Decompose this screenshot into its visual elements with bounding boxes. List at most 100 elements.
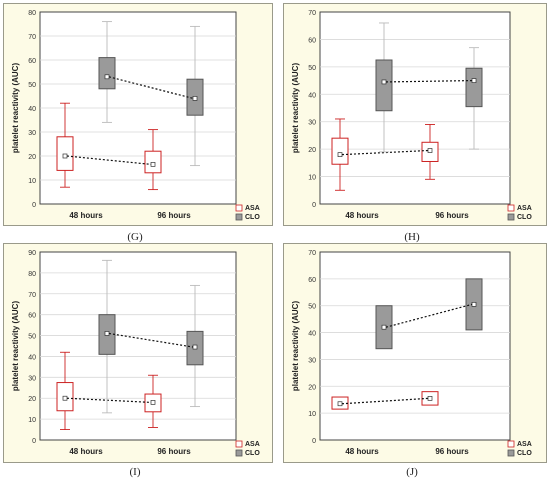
median-marker bbox=[381, 79, 387, 85]
y-tick-label: 20 bbox=[28, 396, 36, 403]
chart-g: 0 10 20 30 40 50 60 70 80 platelet reactivity (AU… bbox=[11, 10, 260, 221]
asa-box bbox=[56, 136, 74, 171]
y-tick-label: 70 bbox=[308, 10, 316, 17]
y-tick-label: 80 bbox=[28, 271, 36, 278]
x-category-label: 96 hours bbox=[435, 211, 469, 220]
y-tick-label: 70 bbox=[308, 250, 316, 257]
legend-swatch bbox=[507, 449, 515, 457]
legend-label: CLO bbox=[517, 450, 532, 457]
y-tick-label: 30 bbox=[28, 130, 36, 137]
y-tick-label: 50 bbox=[28, 82, 36, 89]
median-marker bbox=[471, 78, 477, 83]
legend-swatch bbox=[235, 440, 243, 448]
y-tick-label: 90 bbox=[28, 250, 36, 257]
median-trend-line bbox=[385, 303, 473, 328]
median-marker bbox=[104, 74, 110, 80]
y-tick-label: 10 bbox=[28, 178, 36, 185]
median-marker bbox=[62, 395, 68, 401]
x-category-label: 48 hours bbox=[345, 447, 379, 456]
y-axis-label: platelet reactivity (AUC) bbox=[11, 63, 20, 154]
median-marker bbox=[427, 396, 433, 401]
chart-panel-g: 0 10 20 30 40 50 60 70 80 platelet reactivity (AU… bbox=[3, 3, 273, 226]
y-tick-label: 70 bbox=[28, 34, 36, 41]
y-tick-label: 50 bbox=[28, 334, 36, 341]
median-marker bbox=[150, 400, 156, 405]
median-marker bbox=[104, 331, 110, 336]
y-tick-label: 40 bbox=[308, 92, 316, 99]
y-tick-label: 10 bbox=[308, 175, 316, 182]
y-axis-label: platelet reactivity (AUC) bbox=[291, 63, 300, 154]
y-tick-label: 40 bbox=[308, 331, 316, 338]
y-tick-label: 20 bbox=[308, 384, 316, 391]
y-tick-label: 0 bbox=[32, 438, 36, 445]
median-marker bbox=[381, 324, 387, 330]
y-tick-label: 60 bbox=[308, 37, 316, 44]
clo-box bbox=[375, 59, 393, 112]
x-category-label: 96 hours bbox=[157, 447, 191, 456]
y-tick-label: 60 bbox=[308, 277, 316, 284]
y-tick-label: 30 bbox=[308, 357, 316, 364]
y-tick-label: 70 bbox=[28, 292, 36, 299]
x-category-label: 96 hours bbox=[435, 447, 469, 456]
legend-label: ASA bbox=[517, 441, 532, 448]
y-tick-label: 60 bbox=[28, 58, 36, 65]
plot-frame bbox=[319, 11, 511, 205]
y-tick-label: 0 bbox=[312, 438, 316, 445]
y-tick-label: 20 bbox=[308, 147, 316, 154]
y-tick-label: 80 bbox=[28, 10, 36, 17]
legend-swatch bbox=[507, 204, 515, 212]
legend-label: ASA bbox=[245, 205, 260, 212]
y-tick-label: 30 bbox=[308, 120, 316, 127]
asa-box bbox=[331, 137, 349, 165]
legend-label: CLO bbox=[245, 214, 260, 221]
median-marker bbox=[471, 302, 477, 307]
chart-panel-i: 0 10 20 30 40 50 60 70 80 90 platelet reactivity (… bbox=[3, 243, 273, 463]
median-trend-line bbox=[108, 76, 194, 99]
y-tick-label: 50 bbox=[308, 304, 316, 311]
caption-h: (H) bbox=[404, 231, 420, 243]
y-tick-label: 40 bbox=[28, 354, 36, 361]
legend-swatch bbox=[235, 204, 243, 212]
legend-swatch bbox=[235, 213, 243, 221]
y-tick-label: 30 bbox=[28, 375, 36, 382]
y-tick-label: 0 bbox=[312, 202, 316, 209]
clo-box bbox=[98, 57, 116, 90]
chart-panel-j: 0 10 20 30 40 50 60 70 platelet reactivity (AUC)… bbox=[283, 243, 547, 463]
chart-panel-h: 0 10 20 30 40 50 60 70 platelet reactivity (AUC)… bbox=[283, 3, 547, 226]
legend-swatch bbox=[507, 213, 515, 221]
y-tick-label: 10 bbox=[308, 411, 316, 418]
asa-box bbox=[144, 150, 162, 174]
y-tick-label: 60 bbox=[28, 313, 36, 320]
clo-box bbox=[465, 67, 483, 108]
y-tick-label: 50 bbox=[308, 65, 316, 72]
caption-i: (I) bbox=[129, 466, 141, 478]
legend-label: ASA bbox=[517, 205, 532, 212]
median-marker bbox=[192, 96, 198, 101]
chart-i: 0 10 20 30 40 50 60 70 80 90 platelet reactivity (… bbox=[11, 250, 260, 457]
median-marker bbox=[337, 401, 343, 407]
legend-label: CLO bbox=[245, 450, 260, 457]
plot-frame bbox=[39, 251, 237, 441]
median-marker bbox=[192, 344, 198, 350]
x-category-label: 48 hours bbox=[345, 211, 379, 220]
median-marker bbox=[427, 148, 433, 153]
y-tick-label: 10 bbox=[28, 417, 36, 424]
x-category-label: 48 hours bbox=[69, 211, 103, 220]
legend-swatch bbox=[507, 440, 515, 448]
y-tick-label: 20 bbox=[28, 154, 36, 161]
y-tick-label: 0 bbox=[32, 202, 36, 209]
y-axis-label: platelet reactivity (AUC) bbox=[11, 301, 20, 392]
legend-label: ASA bbox=[245, 441, 260, 448]
x-category-label: 48 hours bbox=[69, 447, 103, 456]
y-tick-label: 40 bbox=[28, 106, 36, 113]
caption-g: (G) bbox=[127, 231, 143, 243]
median-marker bbox=[62, 153, 68, 159]
y-axis-label: platelet reactivity (AUC) bbox=[291, 301, 300, 392]
legend-swatch bbox=[235, 449, 243, 457]
chart-h: 0 10 20 30 40 50 60 70 platelet reactivity (AUC)… bbox=[291, 10, 532, 221]
x-category-label: 96 hours bbox=[157, 211, 191, 220]
chart-j: 0 10 20 30 40 50 60 70 platelet reactivity (AUC)… bbox=[291, 250, 532, 457]
legend-label: CLO bbox=[517, 214, 532, 221]
median-marker bbox=[150, 162, 156, 167]
median-marker bbox=[337, 152, 343, 157]
